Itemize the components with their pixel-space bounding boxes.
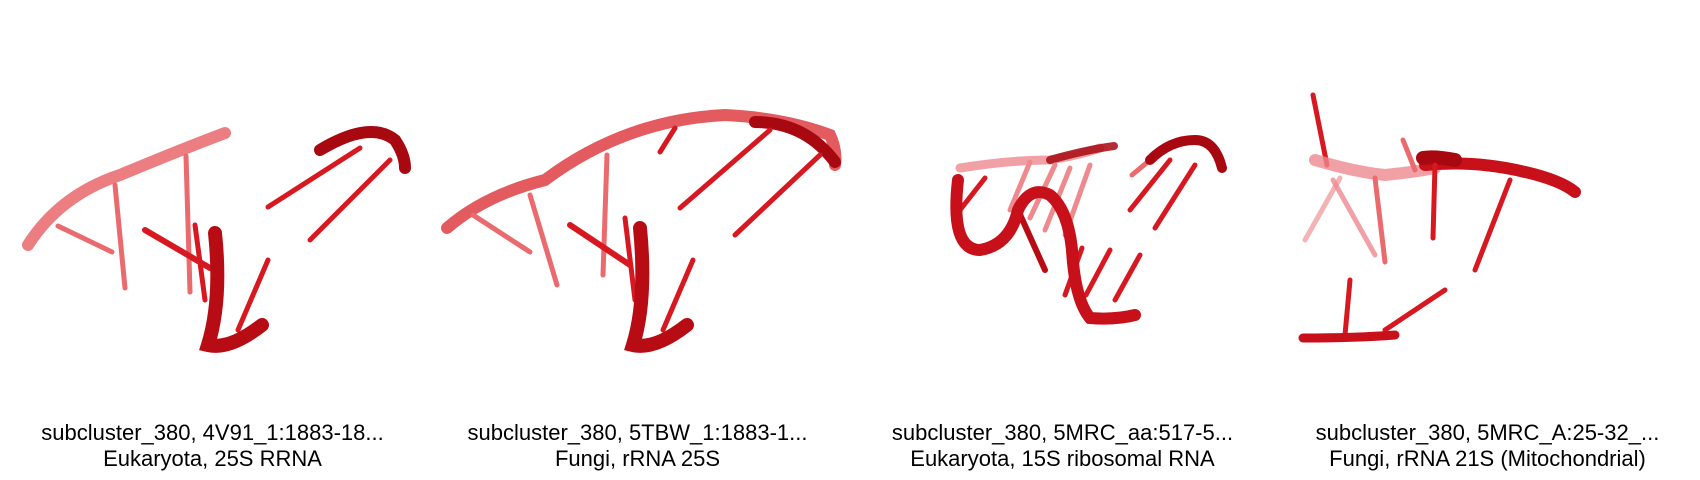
panel-title: subcluster_380, 5MRC_aa:517-5... — [891, 420, 1234, 445]
structure-panel-4: subcluster_380, 5MRC_A:25-32_... Fungi, … — [1275, 0, 1700, 480]
panel-subtitle: Fungi, rRNA 25S — [554, 446, 721, 471]
panel-subtitle: Eukaryota, 25S RRNA — [103, 446, 322, 471]
panel-title: subcluster_380, 5TBW_1:1883-1... — [467, 420, 808, 445]
panel-subtitle: Fungi, rRNA 21S (Mitochondrial) — [1329, 446, 1646, 471]
rna-structure-render-4 — [1298, 92, 1581, 343]
structure-panel-1: subcluster_380, 4V91_1:1883-18... Eukary… — [0, 0, 425, 480]
panel-title: subcluster_380, 4V91_1:1883-18... — [41, 420, 384, 445]
structure-panel-2: subcluster_380, 5TBW_1:1883-1... Fungi, … — [425, 0, 850, 480]
rna-structure-render-2 — [441, 108, 842, 353]
rna-structure-render-3 — [950, 134, 1227, 325]
structure-panel-3: subcluster_380, 5MRC_aa:517-5... Eukaryo… — [850, 0, 1275, 480]
panel-title: subcluster_380, 5MRC_A:25-32_... — [1315, 420, 1660, 445]
panel-subtitle: Eukaryota, 15S ribosomal RNA — [910, 446, 1215, 471]
rna-structure-render-1 — [22, 126, 411, 353]
